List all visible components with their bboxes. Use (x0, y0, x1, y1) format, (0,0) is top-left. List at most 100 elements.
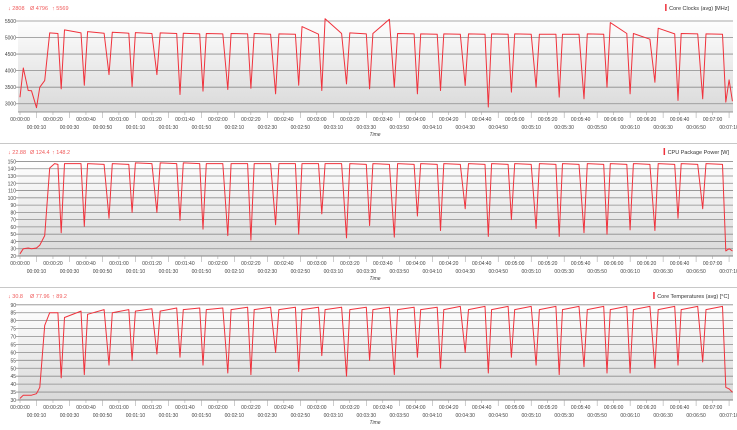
data-point (179, 94, 181, 95)
data-point (606, 86, 608, 88)
data-point (84, 225, 85, 227)
data-point (222, 163, 224, 164)
legend-swatch (663, 148, 666, 155)
data-point (484, 33, 486, 35)
y-tick-label: 4000 (5, 69, 16, 75)
data-point (511, 219, 512, 220)
x-tick-label: 00:00:00 (10, 261, 30, 267)
data-point (372, 309, 374, 310)
data-point (247, 163, 248, 164)
data-point (507, 306, 509, 307)
data-point (253, 309, 255, 310)
data-point (654, 81, 656, 83)
data-point (629, 229, 631, 231)
data-point (649, 38, 651, 40)
data-point (321, 355, 323, 356)
data-point (349, 163, 351, 164)
x-tick-label: 00:03:10 (324, 125, 344, 131)
data-point (603, 164, 605, 165)
x-tick-label: 00:06:20 (637, 405, 657, 411)
data-point (562, 309, 563, 310)
x-tick-label: 00:06:10 (620, 413, 640, 419)
data-point (468, 33, 469, 35)
data-point (397, 163, 398, 164)
data-point (278, 163, 280, 164)
data-point (535, 364, 537, 366)
data-point (247, 33, 248, 35)
data-point (705, 163, 707, 164)
x-tick-label: 00:01:20 (142, 261, 162, 267)
x-tick-label: 00:03:50 (390, 413, 410, 419)
x-tick-label: 00:04:00 (406, 405, 426, 411)
x-tick-label: 00:05:40 (571, 261, 591, 267)
data-point (206, 33, 207, 34)
data-point (60, 232, 62, 234)
data-point (511, 91, 512, 93)
data-point (586, 309, 588, 310)
x-tick-label: 00:02:40 (274, 261, 294, 267)
stat-min: ↓ 2808 (8, 6, 25, 12)
data-point (278, 33, 280, 35)
stat-max: ↑ 89.2 (52, 294, 67, 300)
data-point (372, 33, 374, 34)
data-point (22, 394, 24, 396)
x-tick-label: 00:02:20 (241, 117, 261, 123)
x-tick-label: 00:03:00 (307, 117, 327, 123)
y-tick-label: 30 (10, 247, 16, 253)
data-point (324, 163, 326, 164)
data-point (654, 367, 656, 369)
data-point (318, 306, 319, 308)
data-point (324, 18, 326, 19)
stat-max: ↑ 148.2 (52, 150, 70, 156)
x-tick-label: 00:00:40 (76, 261, 96, 267)
data-point (341, 33, 342, 34)
x-tick-label: 00:05:50 (587, 413, 607, 419)
data-point (468, 163, 469, 164)
data-point (649, 306, 651, 307)
data-point (36, 247, 37, 249)
y-tick-label: 50 (10, 232, 16, 238)
data-point (459, 164, 461, 165)
data-point (135, 162, 136, 164)
x-tick-label: 00:07:00 (703, 117, 723, 123)
x-tick-label: 00:00:40 (76, 405, 96, 411)
data-point (176, 307, 177, 309)
data-point (697, 306, 699, 307)
data-point (49, 32, 50, 34)
x-axis-label: Time (369, 420, 380, 426)
data-point (369, 88, 370, 90)
x-tick-label: 00:06:40 (670, 405, 690, 411)
legend-swatch (653, 292, 655, 299)
data-point (369, 360, 370, 361)
data-point (36, 393, 37, 394)
x-tick-label: 00:06:20 (637, 117, 657, 123)
data-point (64, 29, 65, 31)
data-point (394, 86, 395, 88)
data-point (64, 317, 65, 318)
x-tick-label: 00:00:00 (10, 117, 30, 123)
x-tick-label: 00:06:30 (653, 125, 673, 131)
data-point (586, 33, 588, 35)
data-point (633, 33, 634, 34)
data-point (610, 163, 611, 164)
data-point (514, 309, 515, 310)
data-point (725, 387, 727, 388)
y-tick-label: 45 (10, 374, 16, 380)
x-tick-label: 00:00:10 (27, 269, 47, 275)
data-point (558, 374, 560, 375)
y-tick-label: 90 (10, 203, 16, 209)
y-tick-label: 70 (10, 335, 16, 341)
data-point (206, 163, 207, 164)
data-point (80, 32, 82, 34)
data-point (135, 32, 136, 33)
data-point (562, 33, 563, 35)
data-point (112, 31, 113, 33)
data-point (27, 90, 29, 91)
x-tick-label: 00:06:30 (653, 413, 673, 419)
data-point (230, 163, 232, 164)
data-point (346, 375, 347, 377)
data-point (80, 163, 82, 164)
data-point (578, 164, 580, 165)
data-point (318, 163, 319, 164)
data-point (57, 33, 59, 34)
